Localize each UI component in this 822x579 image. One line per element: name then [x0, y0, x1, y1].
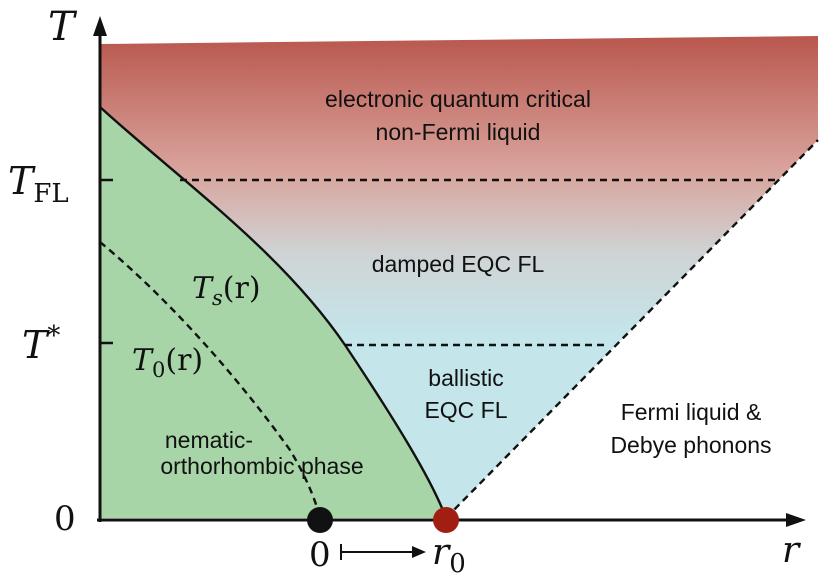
y-tick-label-t-fl: TFL — [8, 159, 69, 209]
nematic-phase-region — [100, 107, 446, 518]
region-label-top-line1: electronic quantum critical — [325, 86, 591, 112]
fan-right-boundary-line — [445, 139, 819, 519]
region-label-damped: damped EQC FL — [372, 251, 545, 277]
x-tick-label-r0: r0 — [432, 532, 466, 579]
x-axis-arrowhead — [786, 513, 806, 527]
nematic-qcp-point — [307, 507, 333, 533]
x-tick-label-zero: 0 — [309, 535, 331, 575]
curve-label-t0: T0(r) — [132, 343, 203, 382]
region-label-nematic-line2: orthorhombic phase — [160, 453, 363, 479]
y-axis-label: T — [48, 4, 78, 50]
region-label-fermi-line1: Fermi liquid & — [621, 399, 762, 425]
t0-dashed-line — [99, 241, 322, 519]
region-label-ballistic-line1: ballistic — [428, 365, 503, 391]
region-label-ballistic-line2: EQC FL — [424, 397, 507, 423]
y-axis-arrowhead — [93, 16, 107, 36]
region-label-fermi-line2: Debye phonons — [610, 432, 771, 458]
y-tick-label-zero: 0 — [54, 499, 76, 539]
curve-label-ts: Ts(r) — [192, 271, 261, 310]
shift-arrow-head — [412, 546, 426, 558]
region-label-nematic-line1: nematic- — [165, 427, 253, 453]
region-label-top-line2: non-Fermi liquid — [376, 119, 541, 145]
critical-point-r0 — [433, 507, 459, 533]
ts-boundary-line — [99, 106, 448, 519]
x-axis-label: r — [782, 530, 801, 571]
y-tick-label-t-star: T* — [22, 321, 60, 367]
